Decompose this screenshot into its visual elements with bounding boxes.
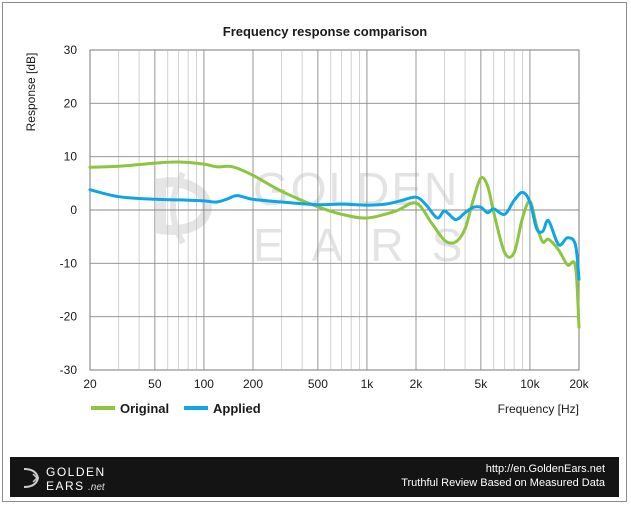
watermark-line2: EARS	[253, 219, 490, 271]
y-tick-label: -30	[60, 363, 78, 377]
series-line-original	[88, 160, 581, 329]
chart-frame: Frequency response comparison GOLDEN EAR…	[2, 2, 627, 502]
frequency-response-chart: Frequency response comparison GOLDEN EAR…	[24, 24, 590, 416]
legend-label-applied: Applied	[213, 401, 261, 416]
y-axis-label: Response [dB]	[24, 53, 38, 132]
footer-logo: GOLDEN EARS .net	[23, 465, 106, 493]
x-tick-label: 50	[148, 377, 162, 391]
x-tick-label: 500	[308, 377, 328, 391]
x-tick-label: 200	[243, 377, 263, 391]
watermark-line1: GOLDEN	[253, 163, 459, 215]
x-axis-label: Frequency [Hz]	[498, 402, 579, 416]
footer-tagline: Truthful Review Based on Measured Data	[401, 477, 605, 489]
x-tick-label: 1k	[361, 377, 375, 391]
legend: Original Applied	[91, 401, 261, 416]
x-tick-label: 5k	[475, 377, 489, 391]
y-tick-label: 0	[70, 203, 77, 217]
y-tick-label: -20	[60, 310, 78, 324]
logo-wave-icon	[32, 473, 39, 483]
logo-line2: EARS	[46, 479, 85, 493]
x-tick-label: 20k	[569, 377, 589, 391]
watermark-arc-icon	[170, 171, 186, 245]
chart-title: Frequency response comparison	[223, 24, 428, 39]
y-tick-label: 30	[64, 43, 78, 57]
grid	[90, 50, 579, 370]
footer-url[interactable]: http://en.GoldenEars.net	[485, 463, 605, 475]
watermark-ear-icon	[156, 177, 212, 235]
series-line-applied	[88, 188, 581, 281]
logo-ear-icon	[23, 468, 40, 488]
watermark: GOLDEN EARS	[156, 163, 490, 271]
logo-suffix: .net	[88, 482, 106, 493]
y-tick-label: -10	[60, 256, 78, 270]
logo-line1: GOLDEN	[46, 465, 106, 479]
footer-bar: GOLDEN EARS .net http://en.GoldenEars.ne…	[10, 457, 619, 497]
y-tick-label: 10	[64, 150, 78, 164]
x-tick-label: 100	[194, 377, 214, 391]
footer-info: http://en.GoldenEars.net Truthful Review…	[401, 462, 605, 490]
y-tick-label: 20	[64, 96, 78, 110]
x-tick-label: 10k	[520, 377, 540, 391]
x-tick-label: 20	[83, 377, 97, 391]
legend-label-original: Original	[120, 401, 169, 416]
series-layer	[88, 160, 581, 329]
x-tick-label: 2k	[410, 377, 424, 391]
